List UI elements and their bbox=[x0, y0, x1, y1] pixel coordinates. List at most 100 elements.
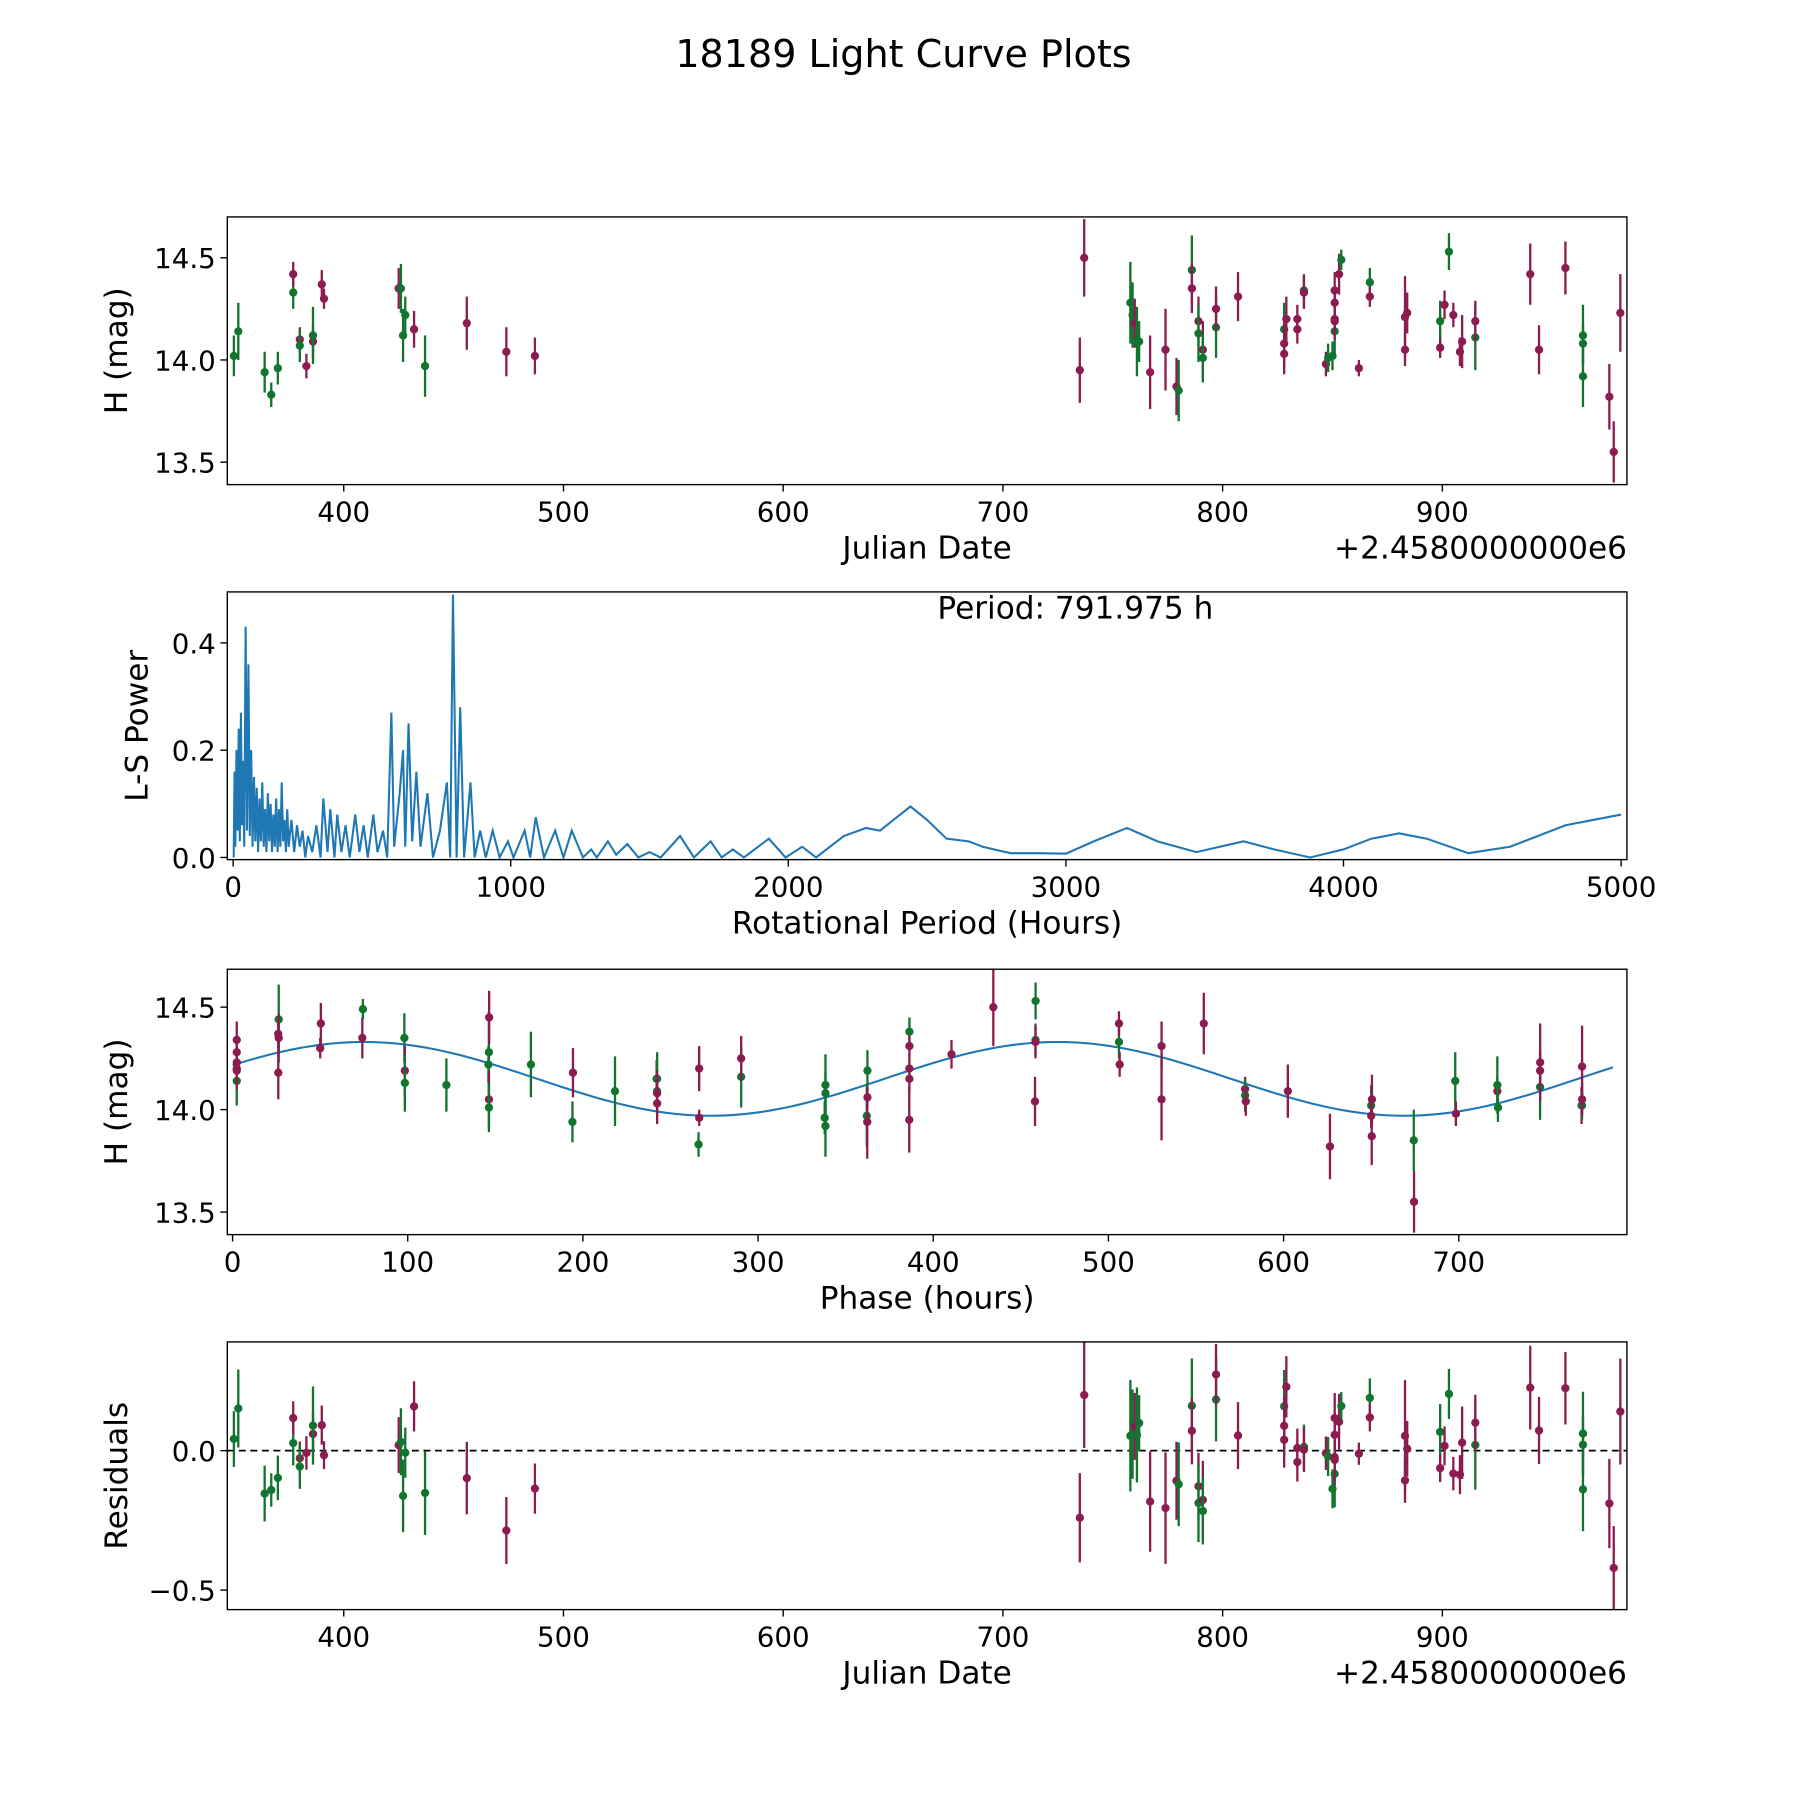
data-point-magenta bbox=[462, 319, 471, 328]
y-tick-label: 0.4 bbox=[172, 627, 216, 660]
fit-curve bbox=[232, 1040, 1614, 1117]
data-point-green bbox=[273, 1473, 282, 1483]
data-point-magenta bbox=[289, 269, 298, 279]
data-point-magenta bbox=[1187, 284, 1197, 293]
data-point-green bbox=[396, 284, 406, 293]
data-point-green bbox=[420, 361, 430, 371]
data-point-magenta bbox=[289, 1413, 298, 1423]
period-annotation: Period: 791.975 h bbox=[937, 590, 1213, 626]
data-point-magenta bbox=[1403, 1444, 1412, 1453]
x-tick-label: 700 bbox=[976, 1621, 1029, 1654]
data-point-green bbox=[821, 1089, 830, 1098]
x-tick-label: 600 bbox=[757, 1621, 810, 1654]
data-point-green bbox=[308, 1421, 318, 1430]
periodogram-line bbox=[232, 594, 1622, 860]
data-point-magenta bbox=[695, 1064, 704, 1073]
data-point-magenta bbox=[1536, 1058, 1545, 1067]
data-point-magenta bbox=[1283, 1087, 1292, 1096]
data-point-magenta bbox=[274, 1033, 283, 1043]
data-point-magenta bbox=[1449, 310, 1458, 320]
data-point-green bbox=[1578, 1440, 1588, 1449]
data-point-magenta bbox=[568, 1068, 578, 1077]
phased-light-curve-axes: 0 100 200 300 400 500 600 700 13.5 14.0 14.5 Phase … bbox=[99, 968, 1628, 1316]
y-tick-label: 13.5 bbox=[154, 447, 216, 480]
data-point-magenta bbox=[1075, 366, 1084, 375]
data-point-magenta bbox=[1145, 1497, 1155, 1506]
data-point-magenta bbox=[1436, 1464, 1445, 1473]
data-point-magenta bbox=[1031, 1037, 1040, 1047]
data-point-green bbox=[568, 1117, 577, 1127]
data-point-magenta bbox=[1354, 363, 1364, 373]
x-tick-label: 600 bbox=[757, 496, 810, 529]
y-axis-label: Residuals bbox=[99, 1402, 135, 1550]
data-point-green bbox=[1578, 1485, 1588, 1494]
data-point-magenta bbox=[1605, 392, 1614, 401]
data-point-green bbox=[484, 1048, 494, 1057]
data-point-magenta bbox=[1325, 1142, 1335, 1151]
data-point-magenta bbox=[319, 294, 329, 303]
data-point-magenta bbox=[1451, 1109, 1461, 1118]
data-point-magenta bbox=[462, 1473, 471, 1483]
data-point-magenta bbox=[302, 361, 311, 371]
data-point-green bbox=[289, 1438, 298, 1448]
data-point-magenta bbox=[1609, 447, 1618, 457]
data-point-green bbox=[1365, 278, 1375, 287]
data-point-magenta bbox=[989, 1002, 998, 1012]
data-point-magenta bbox=[1561, 1384, 1570, 1393]
data-point-green bbox=[1323, 1452, 1333, 1461]
data-point-magenta bbox=[1282, 1382, 1291, 1391]
data-point-magenta bbox=[317, 280, 326, 289]
data-point-green bbox=[694, 1140, 703, 1149]
data-point-magenta bbox=[863, 1117, 872, 1127]
data-point-green bbox=[1409, 1136, 1418, 1145]
data-point-green bbox=[1134, 337, 1144, 346]
data-point-green bbox=[295, 341, 304, 350]
data-point-green bbox=[260, 1489, 269, 1498]
data-point-magenta bbox=[1436, 343, 1445, 352]
y-tick-label: 0.0 bbox=[172, 1435, 216, 1468]
phased-light-curve-frame bbox=[226, 968, 1628, 1236]
data-point-magenta bbox=[316, 1043, 325, 1053]
data-point-green bbox=[610, 1087, 620, 1096]
data-point-magenta bbox=[1075, 1513, 1084, 1522]
data-point-magenta bbox=[1145, 368, 1155, 377]
data-point-green bbox=[1174, 1480, 1183, 1489]
data-point-magenta bbox=[1457, 337, 1467, 346]
data-point-magenta bbox=[409, 325, 419, 334]
x-tick-label: 100 bbox=[381, 1246, 434, 1279]
x-tick-label: 5000 bbox=[1586, 871, 1656, 904]
data-point-magenta bbox=[232, 1058, 241, 1067]
y-axis-label: H (mag) bbox=[99, 1039, 135, 1166]
y-tick-label: 14.0 bbox=[154, 1094, 216, 1127]
data-point-green bbox=[1444, 247, 1454, 256]
data-point-magenta bbox=[1233, 292, 1243, 301]
data-point-green bbox=[308, 331, 318, 340]
data-point-magenta bbox=[863, 1093, 872, 1102]
data-point-green bbox=[442, 1080, 451, 1090]
data-point-magenta bbox=[1409, 1197, 1419, 1206]
data-point-green bbox=[234, 327, 243, 336]
data-point-magenta bbox=[232, 1035, 241, 1045]
data-point-magenta bbox=[1199, 1019, 1208, 1028]
data-point-green bbox=[1134, 1418, 1144, 1428]
data-point-magenta bbox=[530, 1484, 540, 1493]
x-tick-label: 900 bbox=[1416, 496, 1469, 529]
data-point-green bbox=[1198, 1506, 1208, 1516]
data-point-green bbox=[273, 363, 282, 373]
data-point-magenta bbox=[1367, 1095, 1377, 1104]
data-point-green bbox=[905, 1027, 914, 1036]
y-tick-label: 0.0 bbox=[172, 842, 216, 875]
data-point-green bbox=[267, 390, 276, 399]
x-tick-label: 600 bbox=[1257, 1246, 1310, 1279]
data-point-magenta bbox=[1161, 345, 1170, 354]
data-point-green bbox=[1493, 1080, 1502, 1090]
data-point-magenta bbox=[1534, 1426, 1544, 1435]
data-point-green bbox=[289, 288, 298, 297]
y-axis-label: L-S Power bbox=[120, 650, 156, 802]
data-point-green bbox=[400, 1033, 409, 1043]
data-point-magenta bbox=[1365, 292, 1375, 301]
data-point-magenta bbox=[1211, 304, 1221, 314]
data-point-green bbox=[400, 1078, 409, 1088]
data-point-magenta bbox=[1299, 1445, 1309, 1454]
data-point-green bbox=[1174, 386, 1183, 395]
